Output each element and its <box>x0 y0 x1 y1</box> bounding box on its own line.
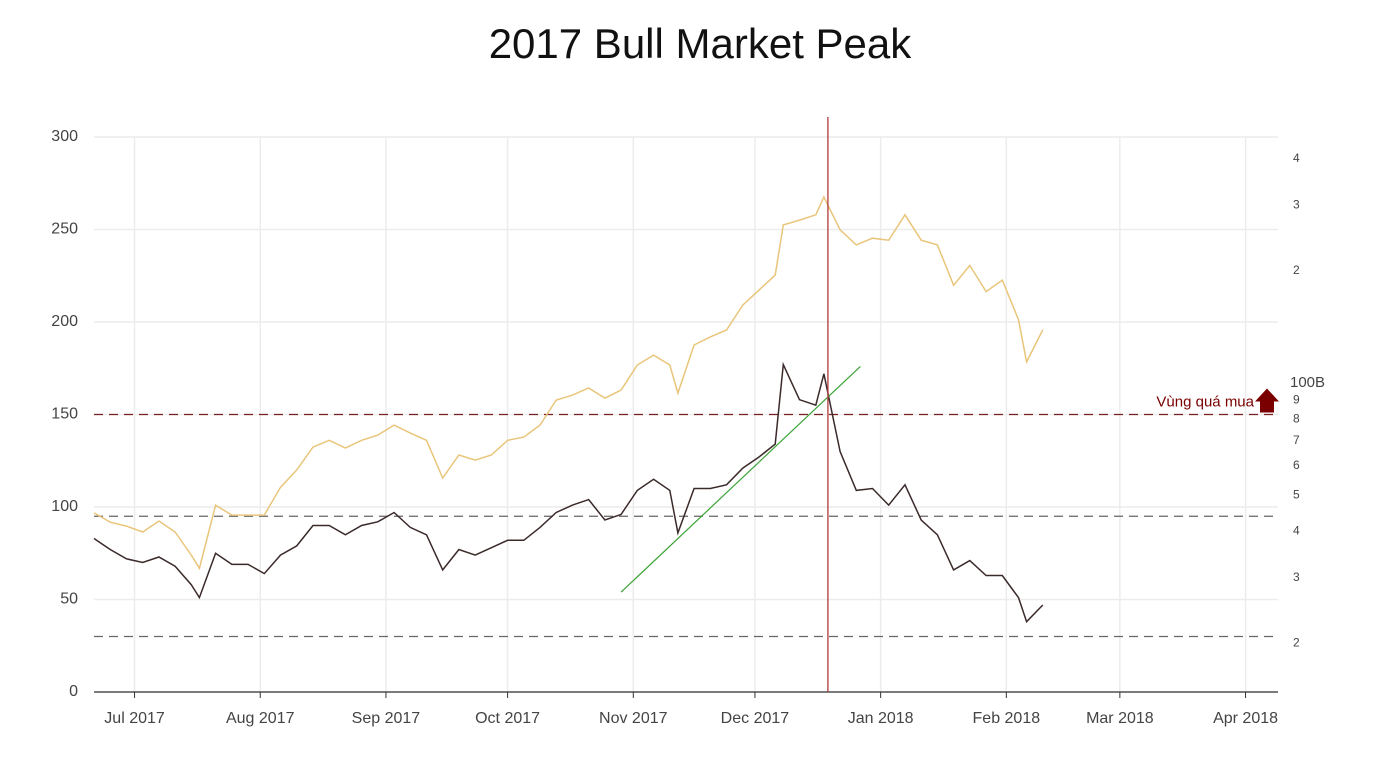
y2-tick-label: 6 <box>1293 458 1300 472</box>
x-tick-label: Nov 2017 <box>599 710 668 727</box>
x-tick-label: Sep 2017 <box>352 710 421 727</box>
y2-tick-label: 3 <box>1293 198 1300 212</box>
series-line <box>93 361 1044 624</box>
chart-title: 2017 Bull Market Peak <box>489 20 913 67</box>
x-tick-label: Jul 2017 <box>104 710 165 727</box>
y2-tick-label: 3 <box>1293 570 1300 584</box>
y-tick-label: 50 <box>60 591 78 608</box>
x-tick-label: Apr 2018 <box>1213 710 1278 727</box>
y2-tick-label: 4 <box>1293 523 1300 537</box>
y2-tick-label: 5 <box>1293 487 1300 501</box>
x-tick-label: Aug 2017 <box>226 710 295 727</box>
y2-tick-label: 7 <box>1293 433 1300 447</box>
x-tick-label: Dec 2017 <box>721 710 790 727</box>
annotation: Vùng quá mua <box>1156 393 1254 410</box>
x-tick-label: Feb 2018 <box>973 710 1041 727</box>
y2-tick-label: 100B <box>1290 374 1325 391</box>
y-tick-label: 150 <box>51 406 78 423</box>
x-tick-label: Mar 2018 <box>1086 710 1154 727</box>
trend-line <box>620 365 861 593</box>
y2-tick-label: 8 <box>1293 411 1300 425</box>
y-tick-label: 250 <box>51 221 78 238</box>
y2-tick-label: 4 <box>1293 151 1300 165</box>
y-tick-label: 0 <box>69 683 78 700</box>
x-tick-label: Oct 2017 <box>475 710 540 727</box>
series-line <box>93 195 1044 571</box>
y2-tick-label: 2 <box>1293 263 1300 277</box>
x-tick-label: Jan 2018 <box>848 710 914 727</box>
y2-tick-label: 2 <box>1293 635 1300 649</box>
arrow-icon <box>1255 388 1279 413</box>
y-tick-label: 100 <box>51 498 78 515</box>
y-tick-label: 300 <box>51 128 78 145</box>
y2-tick-label: 9 <box>1293 392 1300 406</box>
y-tick-label: 200 <box>51 313 78 330</box>
